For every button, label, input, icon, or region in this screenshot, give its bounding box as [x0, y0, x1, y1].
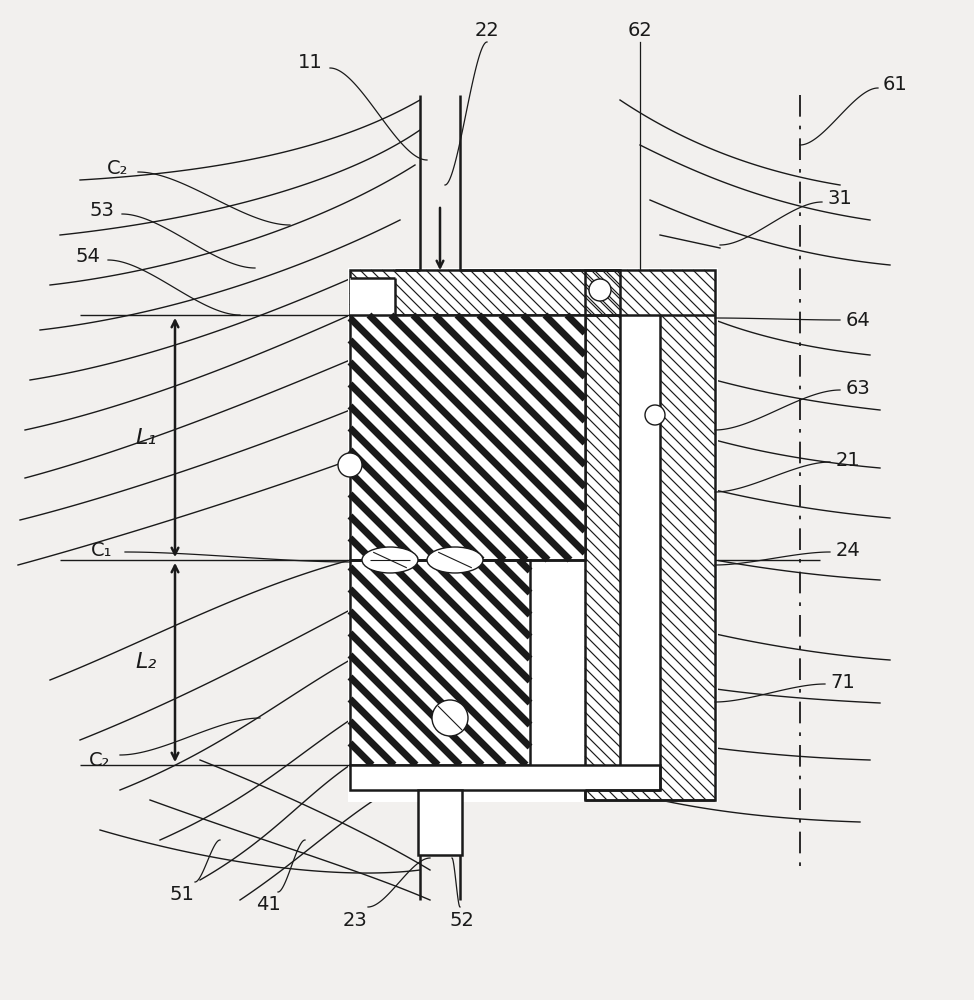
Bar: [350, 315, 585, 560]
Bar: [350, 278, 395, 315]
Text: 31: 31: [828, 188, 852, 208]
Text: L₂: L₂: [135, 652, 157, 672]
Bar: [348, 268, 718, 802]
Circle shape: [589, 279, 611, 301]
Bar: [350, 560, 530, 765]
Text: 52: 52: [450, 910, 474, 930]
Circle shape: [432, 700, 468, 736]
Text: 63: 63: [845, 378, 871, 397]
Text: L₁: L₁: [135, 428, 157, 448]
Text: 54: 54: [76, 246, 100, 265]
Bar: [418, 790, 462, 855]
Text: 41: 41: [255, 896, 281, 914]
Bar: [350, 560, 530, 765]
Bar: [620, 315, 660, 765]
Ellipse shape: [362, 547, 418, 573]
Text: 62: 62: [627, 20, 653, 39]
Text: 11: 11: [298, 52, 322, 72]
Text: 71: 71: [831, 672, 855, 692]
Text: 21: 21: [836, 450, 860, 470]
Text: C₂: C₂: [107, 158, 129, 178]
Bar: [350, 315, 585, 560]
Text: 64: 64: [845, 310, 871, 330]
Text: 23: 23: [343, 910, 367, 930]
Text: 53: 53: [90, 200, 114, 220]
Bar: [585, 270, 715, 800]
Circle shape: [645, 405, 665, 425]
Circle shape: [338, 453, 362, 477]
Text: 61: 61: [882, 75, 908, 94]
Ellipse shape: [427, 547, 483, 573]
Bar: [350, 270, 620, 315]
Text: 24: 24: [836, 540, 860, 560]
Bar: [350, 765, 660, 790]
Text: C₂: C₂: [90, 750, 111, 770]
Text: 51: 51: [169, 886, 195, 904]
Text: 22: 22: [474, 20, 500, 39]
Text: C₁: C₁: [92, 540, 113, 560]
